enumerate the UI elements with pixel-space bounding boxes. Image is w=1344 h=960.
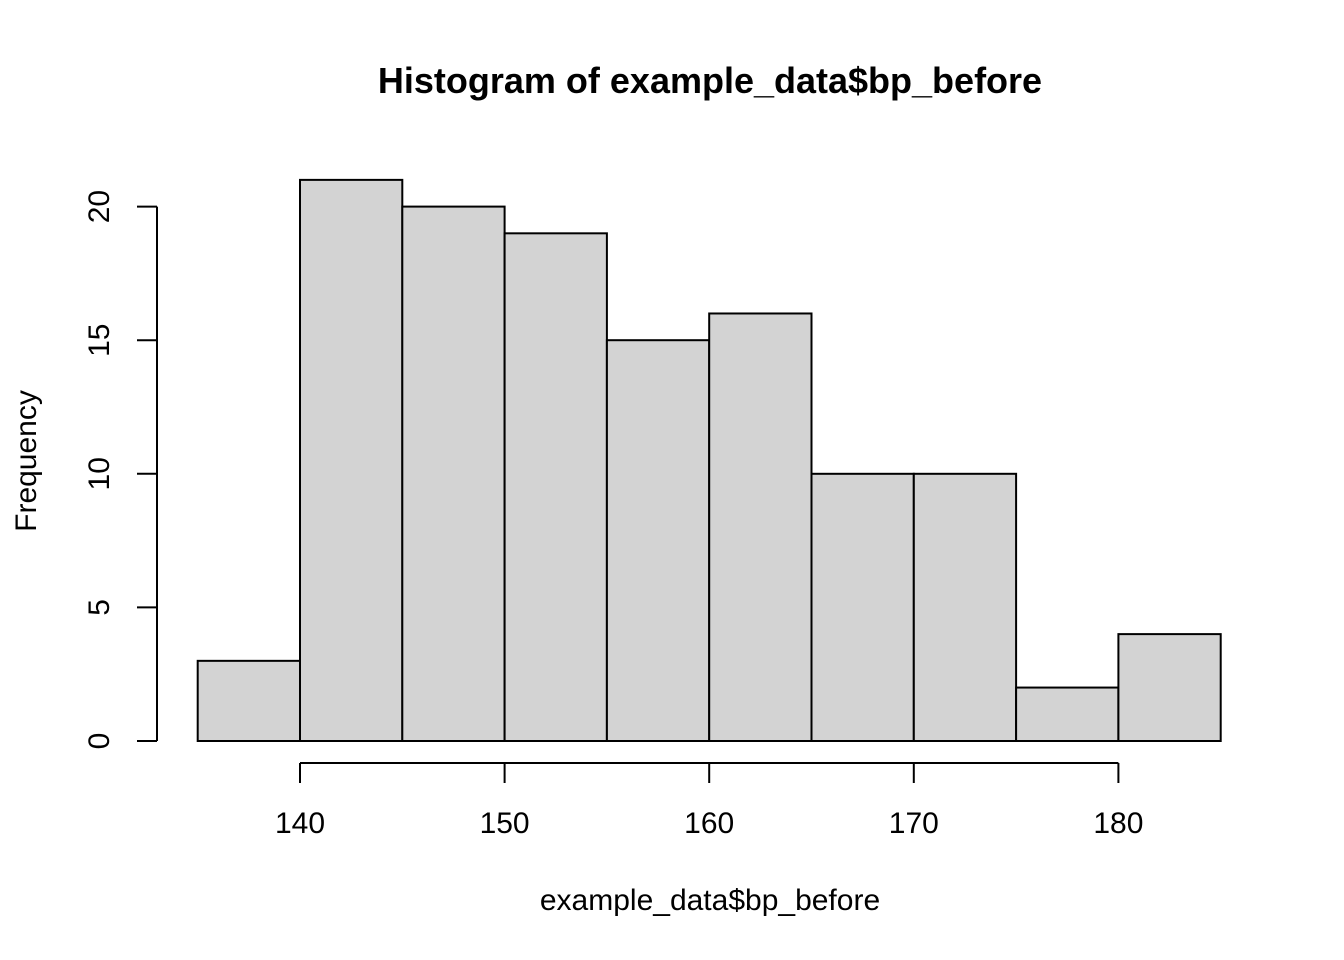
y-tick-label-10: 10 — [83, 457, 116, 490]
y-tick-label-15: 15 — [83, 324, 116, 357]
x-tick-label-160: 160 — [684, 807, 734, 840]
x-axis-label: example_data$bp_before — [540, 884, 880, 917]
x-tick-label-170: 170 — [889, 807, 939, 840]
bars-group — [196, 178, 1222, 743]
x-axis: 140 150 160 170 180 — [275, 762, 1143, 840]
histogram-bar-9 — [1015, 686, 1120, 742]
histogram-bar-1 — [196, 659, 301, 743]
y-tick-label-20: 20 — [83, 190, 116, 223]
histogram-bar-5 — [605, 339, 711, 742]
histogram-bar-8 — [912, 472, 1018, 742]
chart-title: Histogram of example_data$bp_before — [378, 60, 1042, 101]
histogram-bar-3 — [401, 205, 506, 743]
y-axis-label: Frequency — [10, 390, 43, 532]
x-tick-label-150: 150 — [480, 807, 530, 840]
histogram-bar-10 — [1117, 633, 1222, 742]
histogram-bar-7 — [810, 472, 915, 742]
histogram-bar-4 — [503, 232, 608, 742]
y-axis: 0 5 10 15 20 — [83, 190, 158, 750]
histogram-bar-2 — [299, 178, 404, 742]
histogram-bar-6 — [708, 312, 813, 742]
y-tick-label-5: 5 — [83, 599, 116, 616]
x-tick-label-140: 140 — [275, 807, 325, 840]
y-tick-label-0: 0 — [83, 733, 116, 750]
x-tick-label-180: 180 — [1093, 807, 1143, 840]
